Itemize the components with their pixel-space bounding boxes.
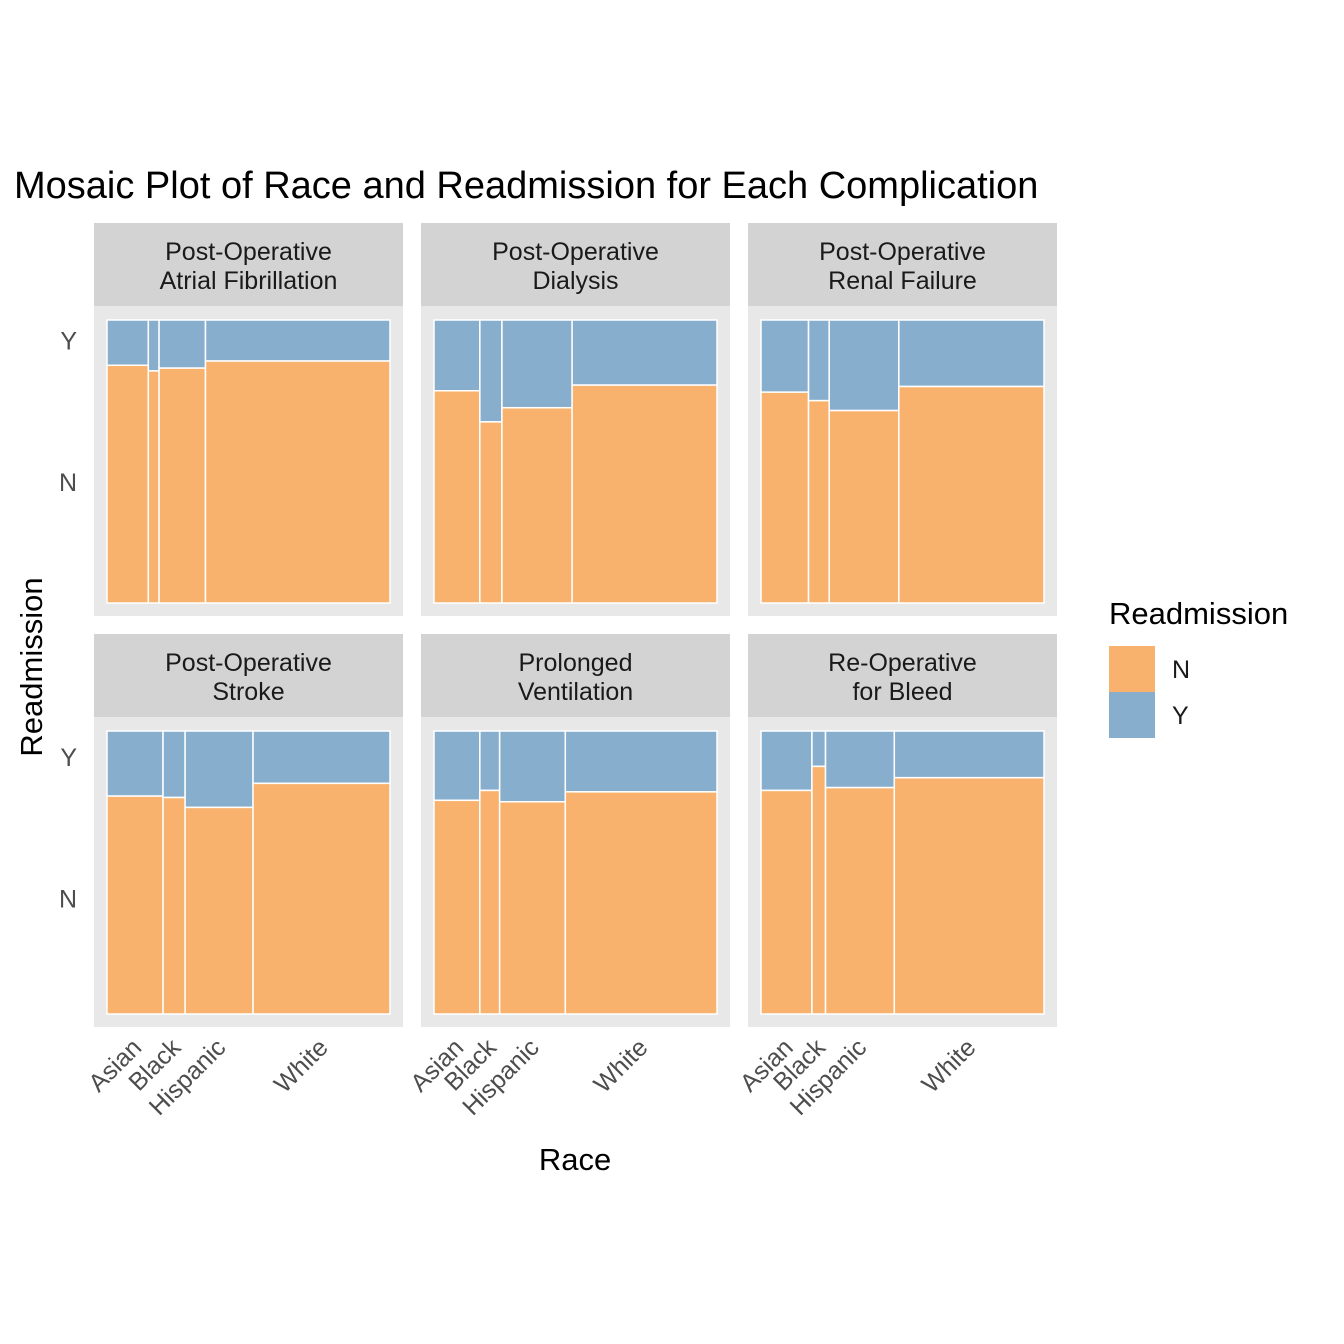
tile-white-n: [204, 360, 391, 604]
panel-strip: [94, 634, 403, 717]
y-tick-label: N: [59, 886, 77, 914]
x-tick-label-white: White: [588, 1033, 653, 1098]
tile-hispanic-n: [824, 786, 896, 1015]
tile-white-y: [252, 730, 391, 785]
panel-title-line: Re-Operative: [828, 649, 977, 677]
tile-white-n: [252, 782, 391, 1015]
tile-asian-n: [760, 391, 810, 604]
panel-strip: [94, 223, 403, 306]
x-tick-label-white: White: [269, 1033, 334, 1098]
y-tick-label: Y: [60, 328, 77, 356]
x-tick-label-white: White: [916, 1033, 981, 1098]
tile-black-y: [147, 319, 160, 372]
tile-white-n: [564, 791, 718, 1015]
panel-title-line: Prolonged: [519, 649, 633, 677]
tile-asian-n: [760, 789, 813, 1015]
tile-black-y: [807, 319, 830, 402]
panel-title-line: Post-Operative: [819, 238, 986, 266]
panel-title-line: Post-Operative: [165, 649, 332, 677]
tile-black-n: [811, 765, 827, 1015]
panel-title-line: Ventilation: [518, 678, 633, 706]
chart-title: Mosaic Plot of Race and Readmission for …: [14, 165, 1038, 207]
tile-black-n: [162, 796, 186, 1015]
tile-white-y: [898, 319, 1045, 388]
panel-title-line: Post-Operative: [165, 238, 332, 266]
tile-white-n: [893, 776, 1045, 1015]
panel-strip: [748, 634, 1057, 717]
panel-title-line: for Bleed: [852, 678, 952, 706]
tile-asian-y: [760, 319, 810, 393]
tile-white-n: [898, 385, 1045, 604]
tile-hispanic-n: [184, 806, 254, 1015]
legend-swatch-n: [1109, 646, 1155, 692]
tile-hispanic-y: [828, 319, 900, 412]
panel-strip: [748, 223, 1057, 306]
tile-white-n: [571, 384, 718, 604]
tile-black-n: [479, 421, 503, 604]
y-axis-label: Readmission: [14, 577, 49, 756]
legend-label-n: N: [1172, 656, 1190, 684]
tile-hispanic-n: [158, 367, 207, 604]
tile-asian-y: [433, 319, 481, 392]
tile-white-y: [204, 319, 391, 362]
panel-post-operative-stroke: Post-OperativeStrokeYNAsianBlackHispanic…: [59, 634, 403, 1121]
tile-black-y: [479, 319, 503, 423]
tile-black-n: [807, 399, 830, 604]
panel-title-line: Dialysis: [532, 267, 618, 295]
tile-white-y: [571, 319, 718, 386]
panel-title-line: Stroke: [212, 678, 284, 706]
tile-black-n: [147, 370, 160, 604]
y-tick-label: Y: [60, 744, 77, 772]
panel-title-line: Post-Operative: [492, 238, 659, 266]
tile-hispanic-y: [158, 319, 207, 369]
panel-strip: [421, 634, 730, 717]
tile-asian-n: [106, 364, 150, 604]
tile-black-y: [811, 730, 827, 768]
panel-strip: [421, 223, 730, 306]
tile-asian-n: [433, 799, 481, 1015]
tile-hispanic-y: [824, 730, 896, 789]
tile-hispanic-n: [828, 409, 900, 604]
tile-asian-y: [106, 319, 150, 367]
tile-asian-y: [106, 730, 164, 797]
tile-hispanic-n: [498, 801, 567, 1015]
tile-asian-n: [433, 390, 481, 604]
legend-label-y: Y: [1172, 702, 1189, 730]
y-tick-label: N: [59, 469, 77, 497]
tile-asian-y: [760, 730, 813, 792]
legend: Readmission N Y: [1109, 596, 1288, 738]
x-axis-label: Race: [539, 1142, 611, 1177]
tile-hispanic-n: [501, 406, 573, 604]
tile-hispanic-y: [184, 730, 254, 809]
tile-hispanic-y: [501, 319, 573, 409]
tile-asian-n: [106, 795, 164, 1015]
tile-black-n: [479, 789, 501, 1015]
tile-hispanic-y: [498, 730, 567, 803]
legend-swatch-y: [1109, 692, 1155, 738]
tile-asian-y: [433, 730, 481, 802]
tile-white-y: [564, 730, 718, 793]
panel-title-line: Renal Failure: [828, 267, 977, 295]
tile-black-y: [479, 730, 501, 792]
panel-title-line: Atrial Fibrillation: [160, 267, 338, 295]
tile-black-y: [162, 730, 186, 799]
legend-title: Readmission: [1109, 596, 1288, 631]
tile-white-y: [893, 730, 1045, 779]
